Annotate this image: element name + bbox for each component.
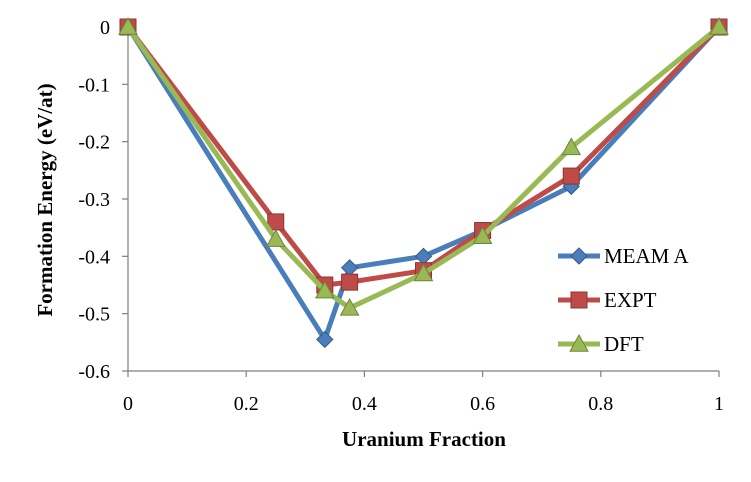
data-point — [472, 226, 493, 244]
legend-swatch-marker — [569, 333, 589, 352]
data-point — [316, 330, 334, 349]
y-tick-label: -0.1 — [78, 74, 110, 96]
x-tick-label: 1 — [714, 393, 724, 415]
axes — [122, 26, 720, 377]
data-point — [265, 229, 286, 247]
legend: MEAM A EXPT DFT — [558, 244, 689, 356]
y-axis-title: Formation Energy (eV/at) — [33, 83, 57, 316]
y-tick-label: -0.3 — [78, 189, 110, 211]
x-tick-label: 0.4 — [352, 393, 377, 415]
data-point — [314, 280, 335, 299]
data-point — [341, 273, 359, 291]
data-point — [118, 16, 138, 35]
legend-label: MEAM A — [604, 244, 689, 268]
data-point — [561, 137, 582, 156]
x-tick-label: 0.6 — [470, 393, 495, 415]
y-tick-label: -0.6 — [78, 361, 110, 383]
y-tick-label: -0.5 — [78, 304, 110, 326]
series-line — [125, 25, 721, 311]
x-tick-label: 0.8 — [588, 393, 613, 415]
y-tick-label: -0.2 — [78, 132, 110, 154]
y-tick-label: 0 — [100, 17, 110, 39]
legend-label: EXPT — [604, 288, 657, 312]
series-line — [126, 25, 721, 288]
legend-swatch-marker — [570, 247, 588, 265]
x-axis-title: Uranium Fraction — [342, 427, 506, 451]
x-tick-label: 0.2 — [234, 393, 259, 415]
y-tick-label: -0.4 — [78, 246, 110, 268]
data-point — [339, 297, 360, 316]
x-tick-label: 0 — [123, 393, 133, 415]
legend-swatch-marker — [570, 291, 588, 309]
data-point — [413, 263, 434, 282]
data-point — [340, 259, 359, 277]
tick-labels: 0 -0.1 -0.2 -0.3 -0.4 -0.5 -0.6 0 0.2 0.4 0.6 0.8 1 — [78, 17, 724, 415]
series-group — [118, 16, 729, 349]
data-point — [709, 16, 729, 35]
legend-label: DFT — [604, 332, 644, 356]
data-point — [414, 247, 433, 266]
legend-entry: EXPT — [558, 288, 657, 312]
series-dft — [118, 16, 729, 316]
data-point — [562, 167, 580, 185]
legend-entry: MEAM A — [558, 244, 689, 268]
legend-entry: DFT — [558, 332, 644, 356]
